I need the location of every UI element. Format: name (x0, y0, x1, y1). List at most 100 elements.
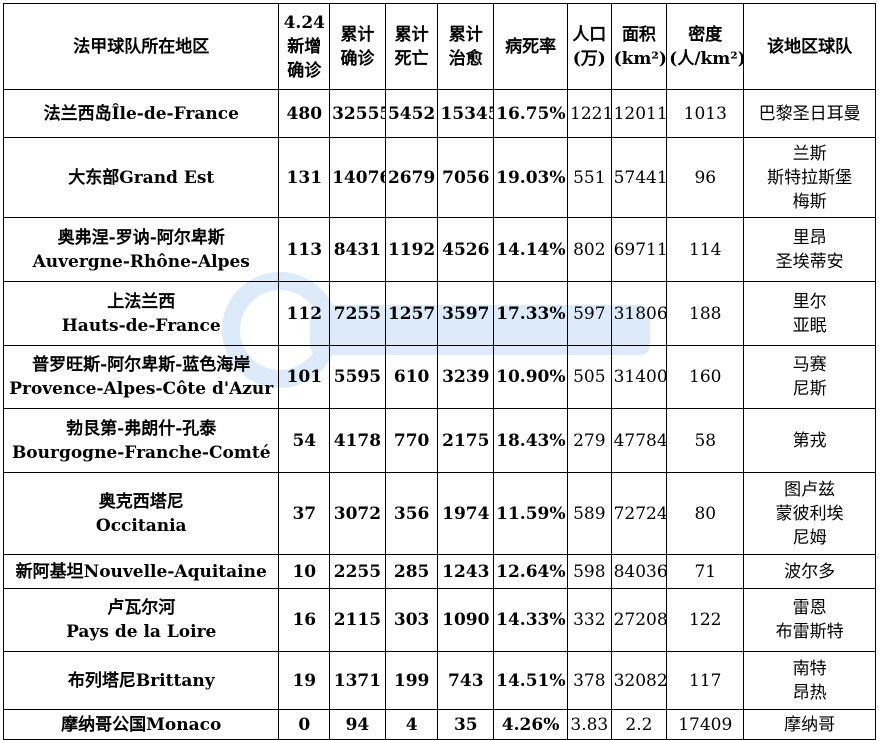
new-cases-cell: 131 (278, 137, 331, 218)
teams-cell: 第戎 (743, 408, 876, 473)
cell-line: 梅斯 (792, 191, 827, 212)
total-deaths-cell: 5452 (384, 89, 439, 138)
cell-line: 里尔 (792, 291, 827, 312)
column-header: 人口 (万) (567, 3, 612, 90)
table-row: 上法兰西 Hauts-de-France 112 7255 1257 3597 17.33%… (2, 281, 876, 346)
cell-line: Bourgogne-Franche-Comté (11, 442, 271, 463)
total-deaths-cell: 199 (384, 651, 439, 710)
table-body: 法兰西岛Île-de-France4803255554521534516.75%… (2, 89, 876, 740)
area-cell: 31400 (610, 345, 668, 409)
cell-line: 尼姆 (792, 527, 827, 548)
total-cases-cell: 3072 (329, 472, 386, 555)
area-cell: 72724 (610, 472, 668, 555)
cell-line: Provence-Alpes-Côte d'Azur (9, 379, 274, 399)
cell-line: 病死率 (505, 36, 557, 57)
region-cell: 奥克西塔尼 Occitania (2, 472, 280, 555)
cell-line: 人口 (572, 24, 607, 45)
table-row: 布列塔尼Brittany 19 1371 199 743 14.51% 378 32082 11… (2, 651, 876, 710)
fatality-rate-cell: 4.26% (493, 709, 569, 740)
area-cell: 27208 (610, 588, 668, 652)
density-cell: 117 (666, 651, 745, 710)
table-row: 新阿基坦Nouvelle-Aquitaine 10 2255 285 1243 12.64… (2, 554, 876, 589)
cell-line: 新阿基坦Nouvelle-Aquitaine (15, 561, 267, 582)
density-cell: 114 (666, 217, 745, 282)
area-cell: 84036 (610, 554, 668, 589)
header-row: 法甲球队所在地区 4.24 新增 确诊 累计 确诊 累计 死亡 累计 治愈 病死率 人口 (万) 面积 (k… (2, 3, 876, 90)
area-cell: 31806 (610, 281, 668, 346)
table-row: 奥弗涅-罗讷-阿尔卑斯 Auvergne-Rhône-Alpes 113 8431 11… (2, 217, 876, 282)
total-cases-cell: 4178 (329, 408, 386, 473)
total-deaths-cell: 4 (384, 709, 439, 740)
region-cell: 普罗旺斯-阿尔卑斯-蓝色海岸 Provence-Alpes-Côte d'Azur (2, 345, 280, 409)
density-cell: 80 (666, 472, 745, 555)
column-header: 面积 (km²) (610, 3, 668, 90)
teams-cell: 里昂 圣埃蒂安 (743, 217, 876, 282)
column-header: 累计 治愈 (437, 3, 495, 90)
area-cell: 69711 (610, 217, 668, 282)
population-cell: 597 (567, 281, 612, 346)
column-header: 法甲球队所在地区 (2, 3, 280, 90)
cell-line: 蒙彼利埃 (775, 503, 844, 524)
cell-line: (人/km²) (669, 48, 744, 69)
cell-line: 奥克西塔尼 (98, 491, 184, 512)
total-recovered-cell: 3597 (437, 281, 495, 346)
total-recovered-cell: 15345 (437, 89, 495, 138)
cell-line: 面积 (621, 24, 656, 45)
population-cell: 378 (567, 651, 612, 710)
cell-line: 确诊 (340, 48, 375, 69)
cell-line: 新增 (287, 36, 322, 57)
cell-line: 第戎 (792, 430, 827, 451)
total-cases-cell: 7255 (329, 281, 386, 346)
total-deaths-cell: 2679 (384, 137, 439, 218)
fatality-rate-cell: 18.43% (493, 408, 569, 473)
total-recovered-cell: 3239 (437, 345, 495, 409)
new-cases-cell: 0 (278, 709, 331, 740)
table-row: 普罗旺斯-阿尔卑斯-蓝色海岸 Provence-Alpes-Côte d'Azur… (2, 345, 876, 409)
cell-line: 累计 (394, 24, 429, 45)
new-cases-cell: 19 (278, 651, 331, 710)
density-cell: 188 (666, 281, 745, 346)
fatality-rate-cell: 10.90% (493, 345, 569, 409)
cell-line: 巴黎圣日耳曼 (758, 103, 861, 124)
density-cell: 17409 (666, 709, 745, 740)
total-deaths-cell: 1257 (384, 281, 439, 346)
teams-cell: 马赛 尼斯 (743, 345, 876, 409)
total-cases-cell: 94 (329, 709, 386, 740)
new-cases-cell: 54 (278, 408, 331, 473)
region-cell: 奥弗涅-罗讷-阿尔卑斯 Auvergne-Rhône-Alpes (2, 217, 280, 282)
region-cell: 摩纳哥公国Monaco (2, 709, 280, 740)
fatality-rate-cell: 14.51% (493, 651, 569, 710)
table-row: 勃艮第-弗朗什-孔泰 Bourgogne-Franche-Comté 54 4178 7… (2, 408, 876, 473)
cell-line: 法甲球队所在地区 (73, 36, 210, 57)
teams-cell: 巴黎圣日耳曼 (743, 89, 876, 138)
total-deaths-cell: 1192 (384, 217, 439, 282)
region-cell: 法兰西岛Île-de-France (2, 89, 280, 138)
column-header: 密度 (人/km²) (666, 3, 745, 90)
cell-line: 该地区球队 (767, 36, 853, 57)
total-recovered-cell: 743 (437, 651, 495, 710)
area-cell: 2.2 (610, 709, 668, 740)
covid-region-table: 法甲球队所在地区 4.24 新增 确诊 累计 确诊 累计 死亡 累计 治愈 病死率 人口 (万) 面积 (k… (2, 3, 876, 740)
population-cell: 3.83 (567, 709, 612, 740)
teams-cell: 雷恩 布雷斯特 (743, 588, 876, 652)
region-cell: 勃艮第-弗朗什-孔泰 Bourgogne-Franche-Comté (2, 408, 280, 473)
cell-line: 摩纳哥 (784, 714, 836, 735)
total-cases-cell: 2255 (329, 554, 386, 589)
area-cell: 12011 (610, 89, 668, 138)
cell-line: 普罗旺斯-阿尔卑斯-蓝色海岸 (32, 355, 251, 375)
total-cases-cell: 2115 (329, 588, 386, 652)
cell-line: 累计 (448, 24, 483, 45)
cell-line: 法兰西岛Île-de-France (43, 103, 239, 124)
teams-cell: 南特 昂热 (743, 651, 876, 710)
cell-line: Occitania (95, 515, 187, 536)
density-cell: 58 (666, 408, 745, 473)
population-cell: 279 (567, 408, 612, 473)
density-cell: 1013 (666, 89, 745, 138)
cell-line: 里昂 (792, 227, 827, 248)
region-cell: 上法兰西 Hauts-de-France (2, 281, 280, 346)
cell-line: 兰斯 (792, 143, 827, 164)
total-recovered-cell: 1090 (437, 588, 495, 652)
cell-line: 布列塔尼Brittany (67, 670, 215, 691)
total-recovered-cell: 4526 (437, 217, 495, 282)
cell-line: 累计 (340, 24, 375, 45)
